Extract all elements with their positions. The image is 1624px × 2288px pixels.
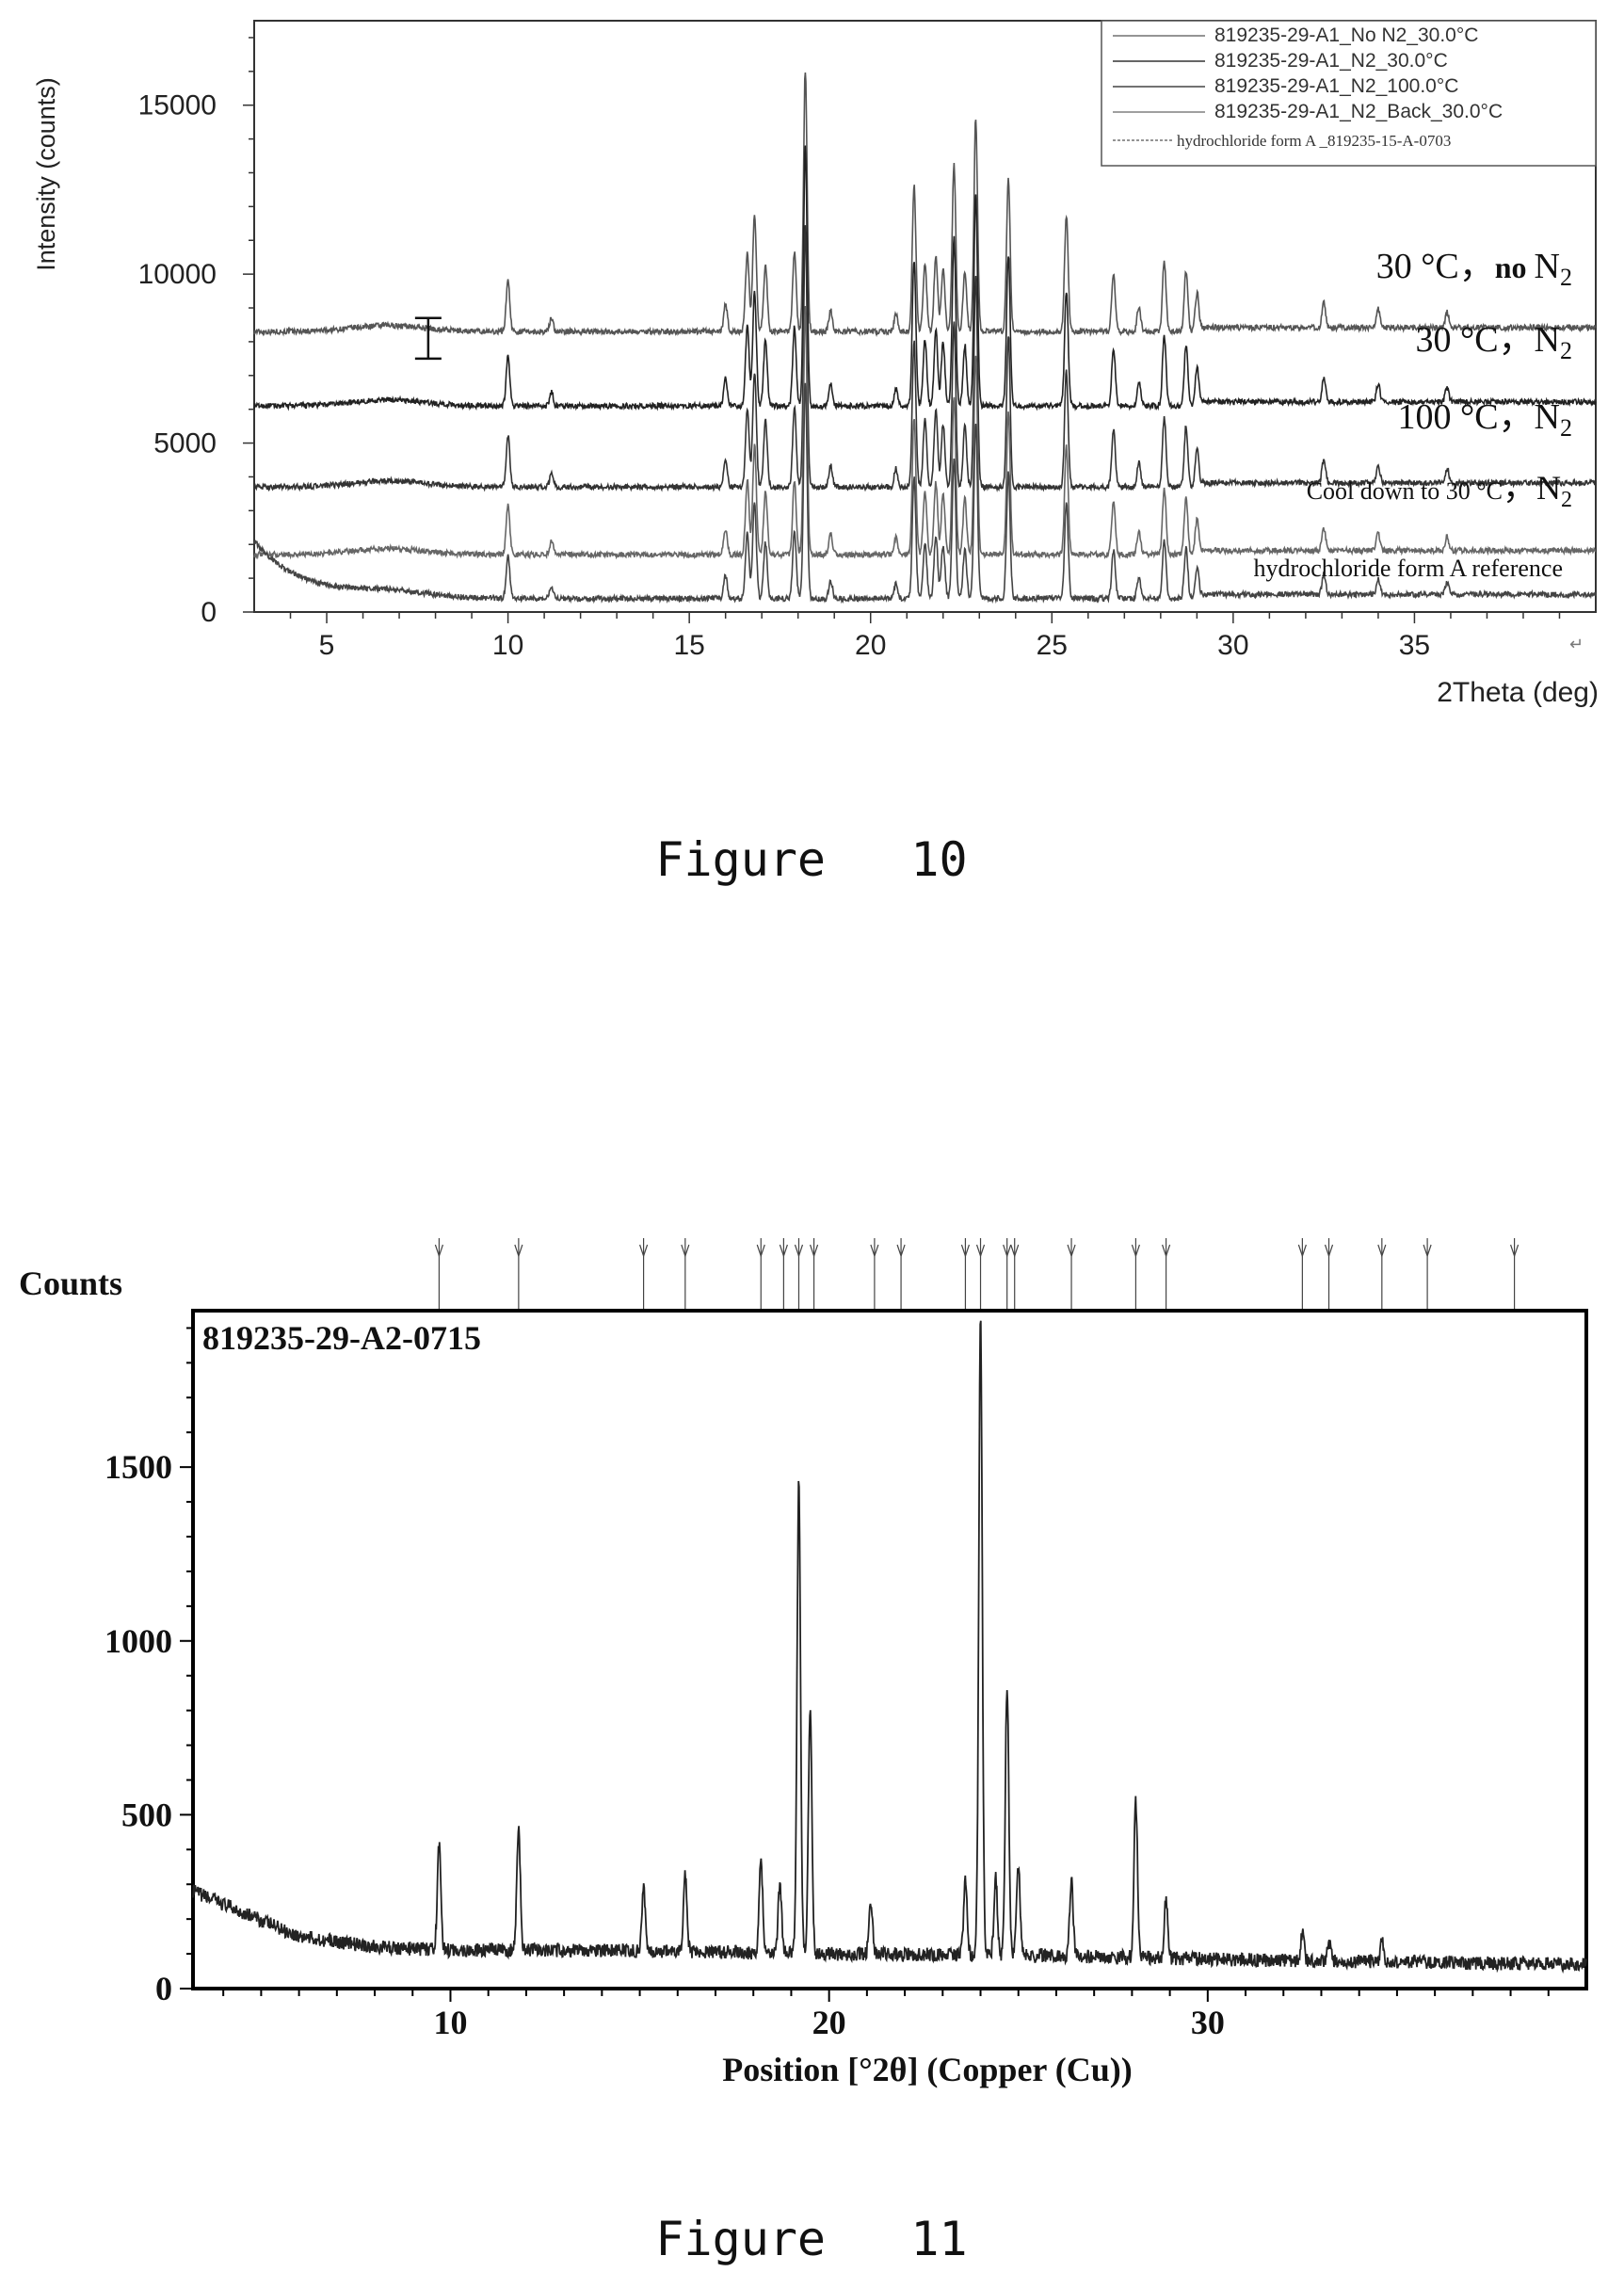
reference-marker-arrow <box>1423 1244 1432 1258</box>
diffraction-pattern <box>192 1320 1587 1974</box>
legend-entry-5: hydrochloride form A _819235-15-A-0703 <box>1177 132 1451 150</box>
x-tick-label: 10 <box>433 2004 467 2041</box>
figure-11-caption: Figure 11 <box>655 2212 967 2266</box>
plot-frame <box>191 1309 1588 1990</box>
y-tick-label: 5000 <box>153 428 217 459</box>
figure-11: 10 20 30 0 500 1000 1500 Counts 819235-29-A2-… <box>19 1238 1588 2266</box>
y-tick-label: 500 <box>121 1796 172 1833</box>
trace-label-3: 100 °C，N2 <box>1398 397 1573 442</box>
xrd-trace-2 <box>253 145 1597 411</box>
reference-marker-arrow <box>1297 1244 1307 1258</box>
reference-marker-arrow <box>1162 1244 1171 1258</box>
reference-marker-arrow <box>1010 1244 1020 1258</box>
reference-marker-arrow <box>1003 1244 1012 1258</box>
x-axis-ticks: 10 20 30 <box>222 1989 1550 2041</box>
reference-marker-arrow <box>1377 1244 1387 1258</box>
reference-marker-arrow <box>779 1244 788 1258</box>
reference-marker-arrow <box>975 1244 986 1258</box>
plot-traces <box>253 73 1597 604</box>
reference-marker-arrow <box>434 1244 443 1258</box>
reference-marker-arrow <box>896 1244 906 1258</box>
plot-frame <box>253 20 1597 613</box>
reference-marker-arrow <box>756 1244 765 1258</box>
trace-annotations: 30 °C，no N2 30 °C，N2 100 °C，N2 Cool down… <box>1254 247 1572 582</box>
reference-marker-arrow <box>960 1244 970 1258</box>
figure-10-caption: Figure 10 <box>655 832 967 887</box>
y-axis-ticks: 0 5000 10000 15000 <box>138 37 254 628</box>
x-tick-label: 15 <box>673 630 704 661</box>
legend-entry-2: 819235-29-A1_N2_30.0°C <box>1214 50 1448 72</box>
arrow-mark: ↵ <box>1569 635 1584 653</box>
legend: 819235-29-A1_No N2_30.0°C 819235-29-A1_N… <box>1101 20 1597 167</box>
error-bar-marker <box>414 316 442 361</box>
xrd-trace-5 <box>253 382 1597 604</box>
reference-marker-arrow <box>794 1244 804 1258</box>
y-tick-label: 0 <box>201 597 217 628</box>
legend-entry-4: 819235-29-A1_N2_Back_30.0°C <box>1214 101 1503 122</box>
xrd-trace-3 <box>253 225 1597 492</box>
x-tick-label: 20 <box>812 2004 846 2041</box>
xrd-trace-1 <box>253 73 1597 338</box>
y-axis-ticks: 0 500 1000 1500 <box>105 1327 193 2007</box>
x-tick-label: 5 <box>319 630 335 661</box>
trace-label-2: 30 °C，N2 <box>1416 320 1573 364</box>
trace-label-4: Cool down to 30 °C，N2 <box>1307 469 1572 512</box>
legend-entry-1: 819235-29-A1_No N2_30.0°C <box>1214 24 1478 46</box>
figure-10: 5 10 15 20 25 30 35 0 5000 10000 15000 Intensity … <box>32 20 1599 887</box>
y-tick-label: 1000 <box>105 1622 172 1660</box>
reference-marker-arrow <box>514 1244 523 1258</box>
y-tick-label: 1500 <box>105 1448 172 1486</box>
sample-id-label: 819235-29-A2-0715 <box>202 1319 481 1357</box>
reference-marker-arrow <box>1067 1244 1076 1258</box>
reference-marker-arrow <box>639 1244 649 1258</box>
reference-marker-arrow <box>809 1244 819 1258</box>
x-tick-label: 20 <box>855 630 886 661</box>
y-axis-label: Intensity (counts) <box>32 77 60 271</box>
reference-peak-markers <box>434 1238 1519 1311</box>
x-axis-ticks: 5 10 15 20 25 30 35 <box>289 612 1561 661</box>
x-tick-label: 30 <box>1191 2004 1225 2041</box>
x-axis-label: Position [°2θ] (Copper (Cu)) <box>722 2051 1133 2088</box>
y-tick-label: 0 <box>155 1970 172 2007</box>
trace-label-5: hydrochloride form A reference <box>1254 555 1563 582</box>
legend-entry-3: 819235-29-A1_N2_100.0°C <box>1214 75 1458 97</box>
y-axis-label: Counts <box>19 1265 122 1302</box>
x-axis-label: 2Theta (deg) <box>1437 677 1599 708</box>
xrd-trace-4 <box>253 305 1597 560</box>
y-tick-label: 15000 <box>138 90 217 121</box>
trace-label-1: 30 °C，no N2 <box>1376 247 1572 291</box>
reference-marker-arrow <box>681 1244 690 1258</box>
x-tick-label: 10 <box>492 630 523 661</box>
reference-marker-arrow <box>870 1244 879 1258</box>
x-tick-label: 30 <box>1217 630 1248 661</box>
reference-marker-arrow <box>1131 1244 1140 1258</box>
xrd-trace <box>192 1320 1587 1974</box>
reference-marker-arrow <box>1324 1244 1334 1258</box>
reference-marker-arrow <box>1510 1244 1519 1258</box>
x-tick-label: 25 <box>1037 630 1068 661</box>
x-tick-label: 35 <box>1399 630 1430 661</box>
y-tick-label: 10000 <box>138 259 217 290</box>
legend-box <box>1101 20 1597 167</box>
